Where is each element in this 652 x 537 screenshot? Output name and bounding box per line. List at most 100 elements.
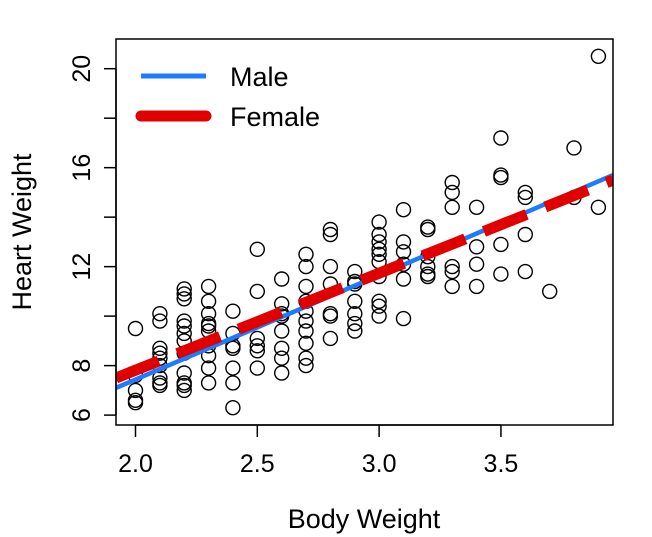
data-point xyxy=(152,375,168,391)
x-tick-label: 2.0 xyxy=(118,450,153,478)
data-point xyxy=(225,360,241,376)
data-point xyxy=(200,278,217,295)
data-point xyxy=(493,236,509,253)
data-point xyxy=(249,330,265,347)
data-point xyxy=(590,199,607,216)
data-point xyxy=(274,296,290,312)
data-point xyxy=(298,335,314,351)
data-point xyxy=(322,258,339,275)
data-point xyxy=(298,258,314,275)
data-point xyxy=(347,263,363,280)
data-point xyxy=(298,313,314,329)
data-point xyxy=(298,323,314,339)
data-point xyxy=(249,283,265,300)
data-point xyxy=(322,221,339,238)
data-point xyxy=(517,189,533,206)
data-point xyxy=(127,392,144,408)
data-point xyxy=(493,266,509,282)
data-point xyxy=(274,350,290,366)
data-point xyxy=(152,306,168,322)
data-point xyxy=(347,293,363,309)
y-tick-label: 8 xyxy=(68,359,96,373)
data-point xyxy=(298,357,314,374)
data-point xyxy=(152,345,168,361)
data-point xyxy=(371,246,387,263)
data-point xyxy=(200,360,217,376)
data-point xyxy=(590,48,607,64)
data-point xyxy=(322,330,339,347)
data-point xyxy=(444,184,460,201)
data-point xyxy=(395,201,412,218)
x-tick-label: 2.5 xyxy=(240,450,275,478)
regression-lines-layer xyxy=(116,173,613,390)
data-point xyxy=(444,263,460,280)
data-point xyxy=(468,278,485,295)
y-tick-label: 20 xyxy=(68,55,96,83)
data-point xyxy=(395,310,412,327)
x-tick-label: 3.5 xyxy=(484,450,519,478)
data-point xyxy=(274,365,290,381)
data-point xyxy=(493,130,509,146)
data-point xyxy=(371,234,387,250)
data-point xyxy=(176,325,192,342)
data-point xyxy=(298,350,314,366)
data-point xyxy=(444,258,460,275)
data-point xyxy=(298,246,314,263)
data-point xyxy=(347,323,363,339)
data-point xyxy=(176,286,192,302)
data-point xyxy=(225,400,241,416)
data-point xyxy=(249,360,265,376)
data-point xyxy=(371,308,387,324)
y-axis: 6 8 12 16 20 xyxy=(68,55,117,422)
data-point xyxy=(200,306,217,322)
data-point xyxy=(444,174,460,191)
data-point xyxy=(371,298,387,314)
data-point xyxy=(468,199,485,216)
y-axis-title: Heart Weight xyxy=(7,153,37,311)
data-point xyxy=(517,226,533,243)
data-point xyxy=(420,219,436,235)
data-point xyxy=(176,365,192,381)
data-point xyxy=(322,226,339,243)
data-point xyxy=(152,313,168,329)
data-point xyxy=(395,244,412,260)
data-point xyxy=(566,140,582,156)
data-point xyxy=(468,256,485,272)
data-point xyxy=(517,263,533,280)
data-point xyxy=(395,234,412,250)
data-point xyxy=(517,184,533,201)
data-point xyxy=(395,271,412,287)
x-axis-title: Body Weight xyxy=(288,504,441,534)
data-point xyxy=(347,306,363,322)
data-point xyxy=(468,239,485,255)
data-point xyxy=(176,291,192,307)
data-point xyxy=(225,375,241,391)
data-point xyxy=(176,281,192,297)
data-point xyxy=(176,313,192,329)
y-tick-label: 12 xyxy=(68,253,96,281)
x-tick-label: 3.0 xyxy=(362,450,397,478)
data-point xyxy=(371,214,387,230)
plot-frame xyxy=(115,38,614,426)
data-point xyxy=(249,343,265,359)
data-point xyxy=(200,293,217,309)
y-tick-label: 16 xyxy=(68,154,96,182)
data-point xyxy=(176,382,192,399)
data-point xyxy=(249,338,265,354)
data-point xyxy=(371,293,387,309)
female-regression-line xyxy=(116,174,613,384)
data-point xyxy=(444,199,460,216)
points-layer xyxy=(127,48,607,416)
legend: Male Female xyxy=(135,62,320,132)
data-point xyxy=(274,323,290,339)
data-point xyxy=(249,241,265,258)
data-point xyxy=(371,226,387,243)
x-axis: 2.0 2.5 3.0 3.5 xyxy=(118,424,519,478)
data-point xyxy=(274,340,290,356)
data-point xyxy=(176,375,192,391)
male-legend-label: Male xyxy=(230,62,289,92)
data-point xyxy=(420,266,436,282)
data-point xyxy=(322,306,339,322)
data-point xyxy=(542,283,558,300)
